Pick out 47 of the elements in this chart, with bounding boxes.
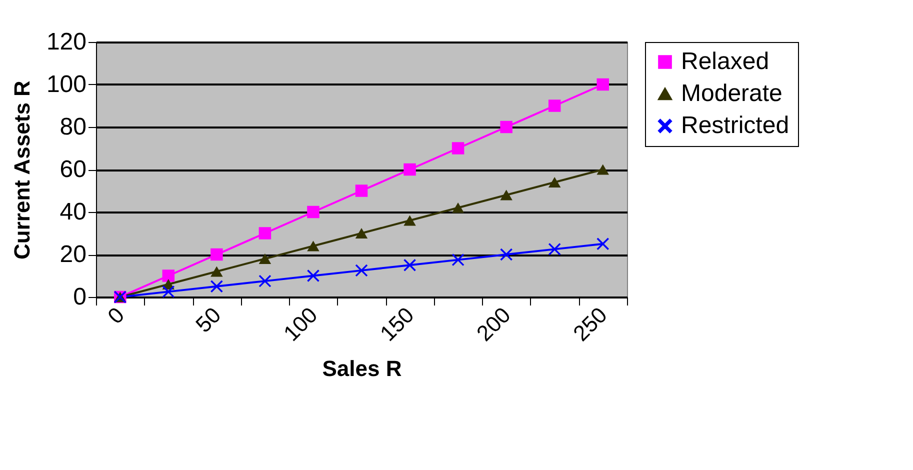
x-tick-label: 250	[568, 302, 612, 346]
x-tick-label: 100	[278, 302, 322, 346]
legend-label: Relaxed	[681, 48, 770, 75]
point	[596, 238, 609, 250]
point	[452, 254, 464, 266]
x-tick-label: 0	[102, 302, 130, 329]
y-axis-title: Current Assets R	[9, 80, 34, 260]
point	[307, 206, 320, 218]
y-tick-label: 0	[73, 284, 86, 310]
y-tick-label: 40	[60, 198, 86, 226]
point	[210, 266, 223, 277]
y-tick-label: 100	[46, 71, 86, 98]
point	[307, 270, 320, 282]
point	[548, 176, 561, 188]
point	[500, 120, 512, 134]
y-tick-label: 20	[60, 241, 86, 268]
point	[355, 264, 368, 277]
point	[548, 243, 561, 256]
point	[404, 259, 416, 272]
x-tick-label: 150	[375, 302, 419, 346]
point	[355, 228, 368, 239]
point	[258, 253, 272, 264]
legend-label: Moderate	[681, 80, 782, 107]
x-axis-title: Sales R	[322, 356, 402, 382]
x-tick-label: 50	[190, 302, 226, 338]
point	[162, 270, 175, 282]
point	[210, 280, 223, 292]
point	[307, 240, 320, 252]
y-tick-label: 120	[46, 28, 86, 56]
point	[355, 184, 368, 197]
point	[404, 163, 416, 176]
point	[258, 227, 272, 240]
y-tick-label: 80	[60, 114, 86, 140]
point	[500, 248, 512, 261]
point	[258, 274, 272, 288]
point	[500, 190, 512, 200]
point	[452, 142, 464, 154]
point	[210, 248, 223, 261]
point	[162, 286, 175, 298]
y-tick-label: 60	[60, 156, 86, 183]
point	[596, 164, 609, 175]
point	[596, 78, 609, 91]
legend-label: Restricted	[681, 112, 790, 139]
point	[404, 215, 416, 226]
point	[452, 202, 464, 214]
x-tick-label: 200	[472, 302, 516, 346]
point	[548, 100, 561, 112]
